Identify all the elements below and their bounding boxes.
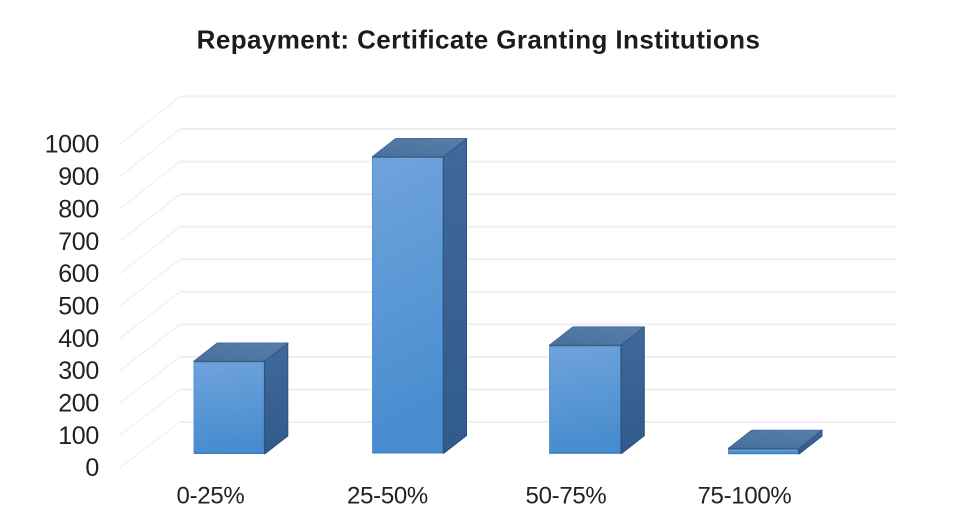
svg-text:75-100%: 75-100%: [698, 483, 792, 510]
svg-text:900: 900: [58, 163, 99, 191]
svg-text:1000: 1000: [45, 131, 99, 159]
svg-text:800: 800: [58, 195, 99, 223]
svg-text:500: 500: [58, 292, 99, 320]
svg-text:Repayment: Certificate Grantin: Repayment: Certificate Granting Institut…: [197, 24, 761, 54]
svg-text:100: 100: [58, 422, 99, 450]
svg-text:0: 0: [85, 454, 99, 482]
svg-text:200: 200: [58, 390, 99, 418]
svg-text:0-25%: 0-25%: [177, 483, 245, 510]
svg-text:50-75%: 50-75%: [526, 483, 607, 510]
svg-text:600: 600: [58, 260, 99, 288]
svg-text:300: 300: [58, 357, 99, 385]
svg-text:25-50%: 25-50%: [347, 483, 428, 510]
svg-text:700: 700: [58, 228, 99, 256]
svg-text:400: 400: [58, 325, 99, 353]
